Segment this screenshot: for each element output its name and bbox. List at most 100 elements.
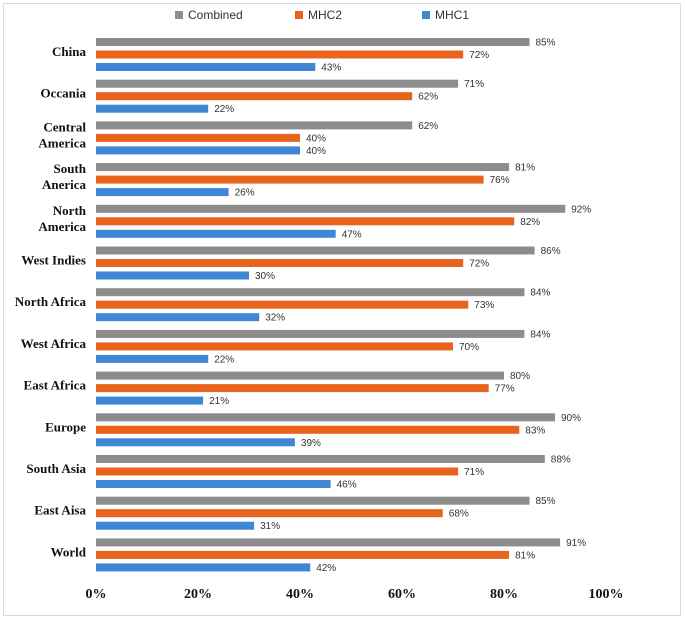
legend-swatch [295,11,303,19]
data-label: 77% [495,384,515,395]
data-label: 42% [316,563,336,574]
bar-combined [96,538,561,547]
category-label: North America [38,203,86,234]
x-tick-label: 0% [86,587,107,602]
data-label: 40% [306,146,326,157]
data-label: 72% [469,50,489,61]
bar-mhc2 [96,384,489,393]
x-axis-ticks: 0% 20% 40% 60% 80% 100% [86,587,624,602]
category-label-line: North [53,203,87,218]
x-tick-label: 20% [184,587,212,602]
data-label: 40% [306,133,326,144]
data-label: 84% [530,329,550,340]
bar-mhc2 [96,259,464,267]
bar-mhc2 [96,509,443,518]
bar-combined [96,455,545,463]
data-label: 30% [255,271,275,282]
category-label: East Africa [24,378,87,393]
bars [96,38,566,572]
data-label: 47% [342,229,362,240]
data-label: 39% [301,438,321,449]
category-label: China [52,44,86,59]
category-label-line: America [38,135,86,150]
bar-mhc1 [96,521,255,530]
bar-mhc2 [96,300,469,309]
bar-combined [96,163,510,172]
data-label: 68% [449,509,469,520]
data-label: 70% [459,342,479,353]
data-label: 32% [265,313,285,324]
legend-label: Combined [188,8,243,22]
category-label: West Africa [21,336,87,351]
bar-mhc1 [96,480,331,488]
bar-mhc1 [96,63,316,71]
bar-mhc1 [96,229,336,238]
bar-combined [96,413,555,422]
legend-swatch [175,11,183,19]
data-label: 31% [260,521,280,532]
bar-combined [96,371,504,380]
bar-mhc1 [96,396,204,405]
data-label: 76% [490,175,510,186]
category-label-line: South [53,161,86,176]
category-label: Europe [45,419,86,434]
bar-mhc2 [96,217,515,226]
bar-combined [96,121,413,130]
chart-frame [3,3,681,616]
bar-combined [96,204,566,213]
bar-combined [96,288,525,297]
data-label: 62% [418,121,438,132]
bar-combined [96,329,525,338]
data-label: 72% [469,259,489,270]
category-label-line: Anerica [42,177,87,192]
bar-mhc1 [96,188,229,197]
data-label: 88% [551,455,571,466]
bar-mhc2 [96,550,510,559]
x-tick-label: 60% [388,587,416,602]
data-label: 86% [541,246,561,257]
bar-mhc2 [96,133,300,142]
data-label: 21% [209,396,229,407]
data-label: 22% [214,104,234,115]
legend-swatch [422,11,430,19]
bar-mhc2 [96,425,520,434]
category-label: South Asia [26,461,86,476]
data-label: 26% [235,188,255,199]
bar-mhc2 [96,175,484,184]
data-label: 81% [515,163,535,174]
data-label: 71% [464,79,484,90]
bar-mhc1 [96,313,260,322]
bar-combined [96,79,459,88]
data-label: 43% [321,63,341,74]
category-label: Occania [41,86,87,101]
bar-mhc1 [96,354,209,363]
data-label: 91% [566,538,586,549]
data-label: 85% [536,38,556,49]
category-label: North Africa [15,294,87,309]
legend-label: MHC1 [435,8,469,22]
data-label: 82% [520,217,540,228]
data-label: 71% [464,467,484,478]
bar-combined [96,246,535,255]
x-tick-label: 80% [490,587,518,602]
bar-combined [96,38,530,46]
category-label: West Indies [21,253,86,268]
data-label: 90% [561,413,581,424]
data-label: 84% [530,288,550,299]
category-label-line: America [38,219,86,234]
bar-mhc2 [96,92,413,101]
data-label: 81% [515,550,535,561]
category-label: East Aisa [34,503,86,518]
data-label: 73% [474,300,494,311]
x-tick-label: 100% [589,587,624,602]
bar-mhc1 [96,438,295,447]
category-label: South Anerica [42,161,87,192]
bar-mhc1 [96,563,311,572]
data-label: 85% [536,496,556,507]
data-label: 22% [214,354,234,365]
bar-mhc1 [96,271,249,280]
x-tick-label: 40% [286,587,314,602]
bar-mhc1 [96,146,300,155]
